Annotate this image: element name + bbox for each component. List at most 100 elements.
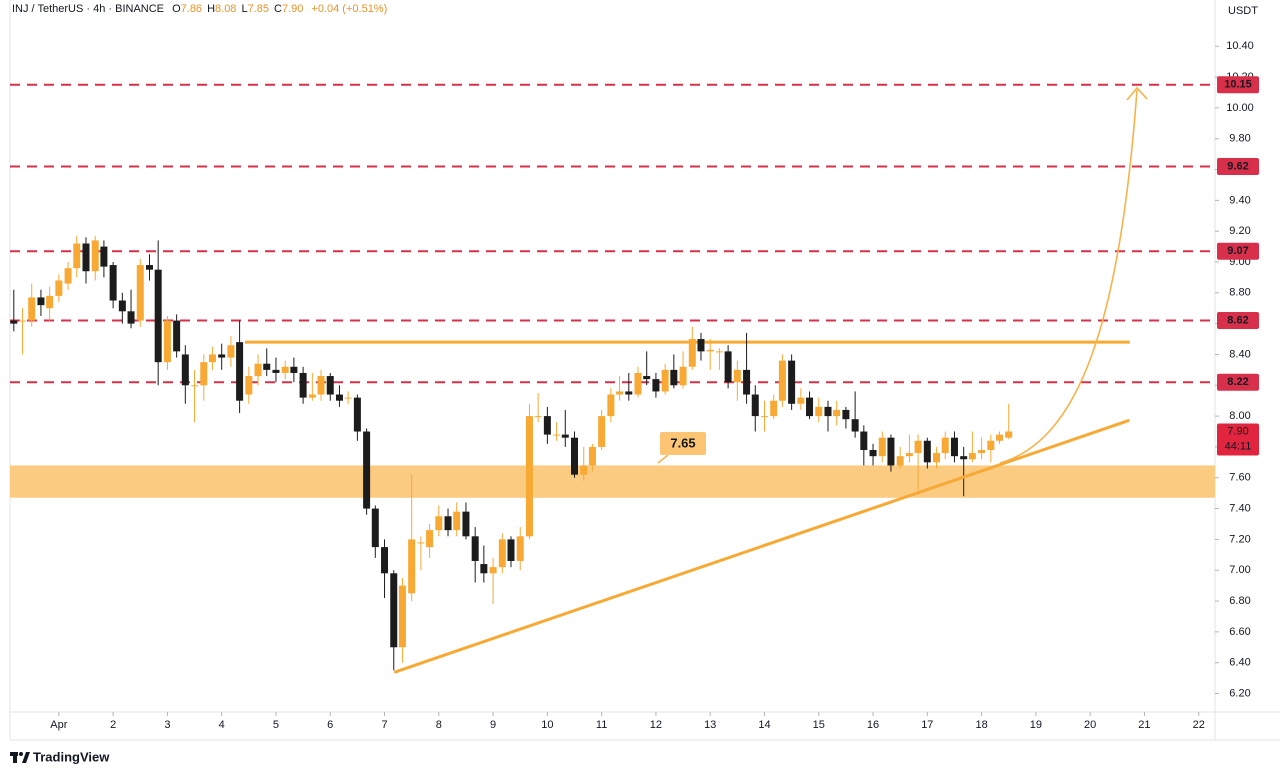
candle-body xyxy=(37,297,45,306)
logo-shape xyxy=(13,756,17,763)
candle-body xyxy=(643,376,651,380)
candle-body xyxy=(824,406,832,417)
y-tick-label: 8.80 xyxy=(1229,287,1250,299)
x-tick-label: Apr xyxy=(50,719,67,731)
logo-shape xyxy=(19,752,23,756)
x-tick-label: 3 xyxy=(164,719,170,731)
candle-body xyxy=(10,320,18,324)
candle-body xyxy=(145,265,153,270)
annotation-pointer xyxy=(657,454,669,464)
candle-body xyxy=(208,354,216,363)
candle-body xyxy=(408,539,416,594)
candle-body xyxy=(371,508,379,548)
logo-shape xyxy=(10,752,18,756)
candle-body xyxy=(236,342,244,401)
candle-body xyxy=(978,450,986,454)
ohlc-key: H xyxy=(207,3,216,15)
candle-body xyxy=(227,345,235,358)
candle-body xyxy=(724,351,732,383)
candle-body xyxy=(381,547,389,574)
candle-body xyxy=(607,394,615,417)
x-tick-label: 15 xyxy=(813,719,825,731)
candle-body xyxy=(46,295,54,309)
candle-body xyxy=(91,240,99,272)
candle-body xyxy=(417,542,425,544)
candle-body xyxy=(127,311,135,324)
x-tick-label: 14 xyxy=(758,719,770,731)
candle-body xyxy=(1005,431,1013,438)
y-tick-label: 6.20 xyxy=(1229,687,1250,699)
trendline xyxy=(393,419,1130,674)
candle-body xyxy=(851,419,859,432)
y-tick-label: 10.40 xyxy=(1226,40,1254,52)
y-tick-label: 7.20 xyxy=(1229,533,1250,545)
candle-body xyxy=(815,406,823,417)
candle-body xyxy=(788,360,796,404)
y-tick-label: 9.80 xyxy=(1229,133,1250,145)
x-tick-label: 20 xyxy=(1084,719,1096,731)
candle-body xyxy=(435,516,443,531)
candle-body xyxy=(344,397,352,399)
candle-body xyxy=(679,366,687,386)
level-label: 10.15 xyxy=(1224,79,1252,91)
candle-body xyxy=(326,376,334,395)
candle-body xyxy=(670,369,678,386)
brand: TradingView xyxy=(33,749,110,764)
candle-body xyxy=(950,437,958,457)
candle-body xyxy=(136,265,144,321)
candle-body xyxy=(317,376,325,395)
candle-body xyxy=(191,385,199,387)
candle-body xyxy=(598,416,606,447)
annotation-label: 7.65 xyxy=(670,435,695,450)
y-tick-label: 6.80 xyxy=(1229,595,1250,607)
candle-body xyxy=(109,265,117,301)
candle-body xyxy=(254,363,262,377)
candle-body xyxy=(733,369,741,383)
candle-body xyxy=(760,416,768,418)
x-tick-label: 12 xyxy=(650,719,662,731)
y-tick-label: 7.60 xyxy=(1229,472,1250,484)
candle-body xyxy=(173,320,181,352)
y-tick-label: 9.40 xyxy=(1229,194,1250,206)
candle-body xyxy=(743,369,751,395)
x-tick-label: 10 xyxy=(541,719,553,731)
candle-body xyxy=(163,320,171,363)
level-label-box xyxy=(1217,157,1259,175)
candle-body xyxy=(55,280,63,296)
candle-body xyxy=(308,394,316,398)
candle-body xyxy=(706,349,714,352)
candle-body xyxy=(571,437,579,475)
legend: INJ / TetherUS · 4h · BINANCE O7.86 H8.08… xyxy=(12,3,387,15)
candle-body xyxy=(363,431,371,509)
x-tick-label: 2 xyxy=(110,719,116,731)
candle-body xyxy=(914,440,922,454)
candle-body xyxy=(281,366,289,373)
x-tick-label: 22 xyxy=(1193,719,1205,731)
level-label-box xyxy=(1217,373,1259,391)
candle-body xyxy=(806,397,814,417)
level-label-box xyxy=(1217,76,1259,94)
candle-body xyxy=(960,456,968,460)
symbol-title: INJ / TetherUS · 4h · BINANCE xyxy=(12,3,165,15)
y-unit: USDT xyxy=(1228,5,1258,17)
level-label: 8.62 xyxy=(1227,314,1248,326)
candle-body xyxy=(444,516,452,531)
candle-body xyxy=(580,465,588,475)
candle-body xyxy=(778,360,786,401)
candle-body xyxy=(245,376,253,395)
candle-body xyxy=(480,564,488,574)
candle-body xyxy=(553,434,561,436)
candle-body xyxy=(100,246,108,267)
candle-body xyxy=(905,453,913,457)
candle-body xyxy=(64,268,72,284)
x-tick-label: 21 xyxy=(1138,719,1150,731)
candle-body xyxy=(987,440,995,451)
countdown: 44:11 xyxy=(1225,440,1252,452)
candle-body xyxy=(968,453,976,460)
support-zone xyxy=(10,465,1215,498)
ohlc-value: 8.08 xyxy=(215,3,237,15)
candle-body xyxy=(516,536,524,561)
candle-body xyxy=(525,416,533,537)
x-tick-label: 9 xyxy=(490,719,496,731)
